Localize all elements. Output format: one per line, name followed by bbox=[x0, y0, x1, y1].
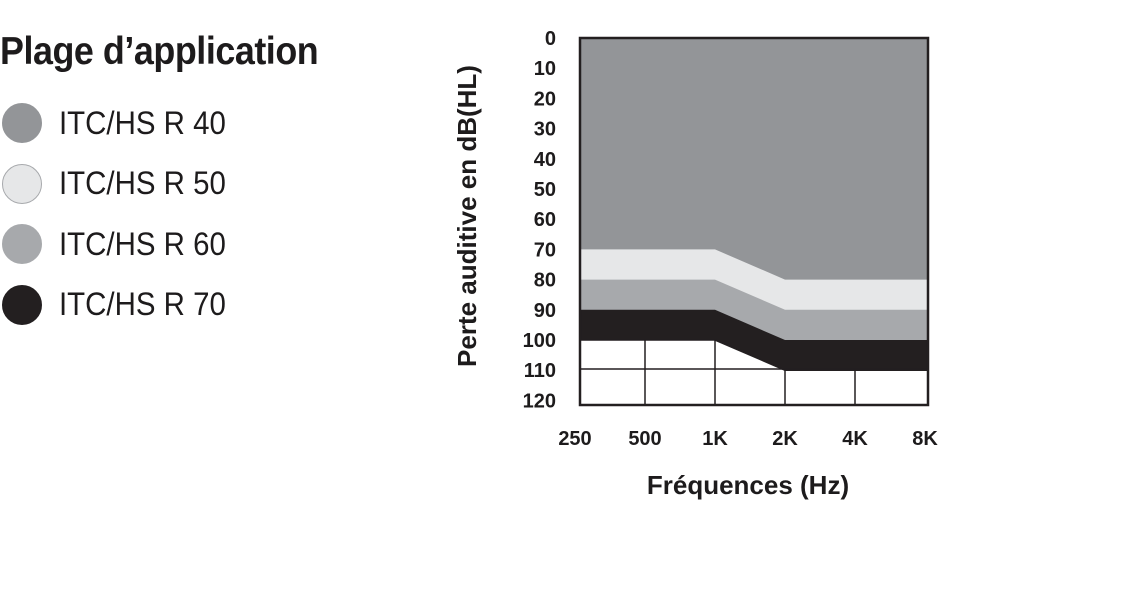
y-tick-label: 120 bbox=[523, 390, 556, 412]
legend-label-r40: ITC/HS R 40 bbox=[59, 104, 226, 141]
y-axis-title: Perte auditive en dB(HL) bbox=[452, 65, 482, 367]
y-tick-label: 80 bbox=[534, 270, 556, 292]
y-tick-label: 20 bbox=[534, 88, 556, 110]
chart-frame bbox=[578, 36, 930, 407]
y-tick-label: 0 bbox=[545, 28, 556, 50]
x-tick-label: 2K bbox=[772, 428, 798, 450]
legend-swatch-r40 bbox=[2, 103, 42, 143]
x-tick-label: 1K bbox=[702, 428, 728, 450]
legend-item-r70: ITC/HS R 70 bbox=[0, 282, 240, 328]
y-tick-label: 40 bbox=[534, 149, 556, 171]
legend: ITC/HS R 40 ITC/HS R 50 ITC/HS R 60 ITC/… bbox=[0, 100, 240, 342]
legend-swatch-r70 bbox=[2, 284, 42, 325]
x-tick-label: 4K bbox=[842, 428, 868, 450]
legend-label-r70: ITC/HS R 70 bbox=[59, 286, 226, 322]
y-tick-label: 30 bbox=[534, 119, 556, 141]
x-tick-label: 8K bbox=[912, 428, 938, 450]
y-tick-label: 90 bbox=[534, 300, 556, 322]
y-tick-label: 110 bbox=[524, 360, 556, 382]
y-tick-label: 100 bbox=[523, 330, 556, 352]
y-tick-labels: 0 10 20 30 40 50 60 70 80 90 100 110 120 bbox=[523, 28, 556, 412]
y-tick-label: 60 bbox=[534, 209, 556, 231]
y-tick-label: 10 bbox=[534, 58, 556, 80]
x-tick-label: 500 bbox=[628, 428, 661, 450]
chart-grid bbox=[580, 339, 928, 405]
legend-swatch-r50 bbox=[2, 163, 42, 204]
band-lower-edge bbox=[580, 339, 928, 371]
y-tick-label: 70 bbox=[534, 239, 556, 261]
x-tick-label: 250 bbox=[558, 428, 591, 450]
legend-item-r40: ITC/HS R 40 bbox=[0, 100, 240, 146]
chart-areas bbox=[580, 38, 928, 405]
area-itc-hs-r-40 bbox=[580, 38, 928, 280]
legend-item-r60: ITC/HS R 60 bbox=[0, 221, 240, 267]
legend-label-r60: ITC/HS R 60 bbox=[59, 225, 226, 262]
x-tick-labels: 250 500 1K 2K 4K 8K bbox=[558, 428, 938, 450]
legend-swatch-r60 bbox=[2, 224, 42, 264]
legend-item-r50: ITC/HS R 50 bbox=[0, 161, 240, 207]
x-axis-title: Fréquences (Hz) bbox=[647, 470, 849, 500]
legend-label-r50: ITC/HS R 50 bbox=[59, 165, 226, 201]
y-tick-label: 50 bbox=[534, 179, 556, 201]
legend-title: Plage d’application bbox=[0, 30, 319, 73]
